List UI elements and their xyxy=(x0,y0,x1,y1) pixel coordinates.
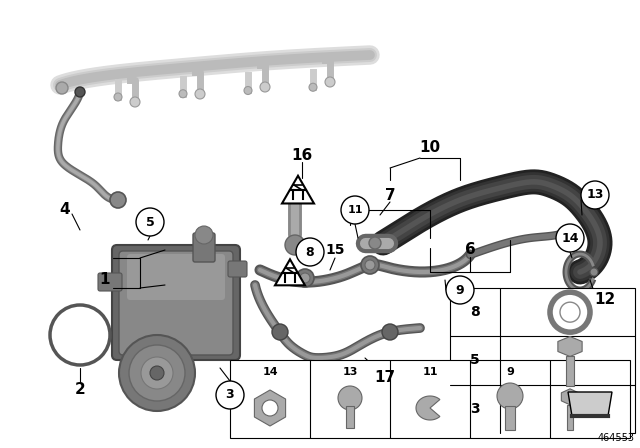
Text: 11: 11 xyxy=(422,367,438,377)
Text: 14: 14 xyxy=(561,232,579,245)
Circle shape xyxy=(141,357,173,389)
Circle shape xyxy=(179,90,187,98)
Bar xyxy=(566,357,574,387)
Bar xyxy=(567,405,573,430)
Text: 2: 2 xyxy=(75,383,85,397)
FancyBboxPatch shape xyxy=(228,261,247,277)
Circle shape xyxy=(560,302,580,322)
Circle shape xyxy=(369,237,381,249)
Circle shape xyxy=(195,226,213,244)
Circle shape xyxy=(446,276,474,304)
Circle shape xyxy=(341,196,369,224)
Text: 12: 12 xyxy=(595,293,616,307)
Circle shape xyxy=(195,89,205,99)
Text: 4: 4 xyxy=(60,202,70,217)
Circle shape xyxy=(309,83,317,91)
Circle shape xyxy=(272,324,288,340)
Circle shape xyxy=(130,97,140,107)
Text: 6: 6 xyxy=(465,242,476,258)
Text: 8: 8 xyxy=(306,246,314,258)
Circle shape xyxy=(382,324,398,340)
Text: 14: 14 xyxy=(262,367,278,377)
Polygon shape xyxy=(568,392,612,416)
Circle shape xyxy=(285,235,305,255)
Circle shape xyxy=(262,400,278,416)
Circle shape xyxy=(590,268,598,276)
FancyBboxPatch shape xyxy=(193,233,215,262)
Circle shape xyxy=(300,273,310,283)
Circle shape xyxy=(581,181,609,209)
Circle shape xyxy=(365,260,375,270)
Text: 8: 8 xyxy=(470,305,480,319)
Circle shape xyxy=(136,208,164,236)
Circle shape xyxy=(361,256,379,274)
Circle shape xyxy=(129,345,185,401)
Polygon shape xyxy=(561,389,579,405)
Bar xyxy=(450,288,635,433)
Text: 3: 3 xyxy=(226,388,234,401)
Circle shape xyxy=(56,82,68,94)
Text: 10: 10 xyxy=(419,141,440,155)
Circle shape xyxy=(110,192,126,208)
Polygon shape xyxy=(255,390,285,426)
Circle shape xyxy=(216,381,244,409)
Bar xyxy=(346,406,354,428)
Polygon shape xyxy=(416,396,440,420)
Circle shape xyxy=(114,93,122,101)
Circle shape xyxy=(338,386,362,410)
Text: 13: 13 xyxy=(342,367,358,377)
Text: 3: 3 xyxy=(470,402,480,416)
Text: 17: 17 xyxy=(374,370,396,385)
Text: 1: 1 xyxy=(100,272,110,288)
Text: 11: 11 xyxy=(348,205,363,215)
Polygon shape xyxy=(558,336,582,357)
Text: 5: 5 xyxy=(146,215,154,228)
Polygon shape xyxy=(275,259,305,285)
Text: 9: 9 xyxy=(456,284,464,297)
Circle shape xyxy=(75,87,85,97)
Circle shape xyxy=(556,224,584,252)
Text: 16: 16 xyxy=(291,147,312,163)
FancyBboxPatch shape xyxy=(112,245,240,360)
Circle shape xyxy=(296,269,314,287)
Circle shape xyxy=(150,366,164,380)
FancyBboxPatch shape xyxy=(119,251,233,355)
FancyBboxPatch shape xyxy=(127,254,225,300)
Circle shape xyxy=(119,335,195,411)
Circle shape xyxy=(325,77,335,87)
Polygon shape xyxy=(282,176,314,203)
Text: 464553: 464553 xyxy=(598,433,635,443)
Bar xyxy=(505,406,515,430)
FancyBboxPatch shape xyxy=(98,273,122,291)
Circle shape xyxy=(296,238,324,266)
Bar xyxy=(230,360,630,438)
Text: 9: 9 xyxy=(506,367,514,377)
Text: 13: 13 xyxy=(586,189,604,202)
Circle shape xyxy=(260,82,270,92)
Text: 5: 5 xyxy=(470,353,480,367)
Text: 7: 7 xyxy=(385,188,396,202)
Circle shape xyxy=(497,383,523,409)
Circle shape xyxy=(244,86,252,95)
Text: 15: 15 xyxy=(325,243,345,257)
